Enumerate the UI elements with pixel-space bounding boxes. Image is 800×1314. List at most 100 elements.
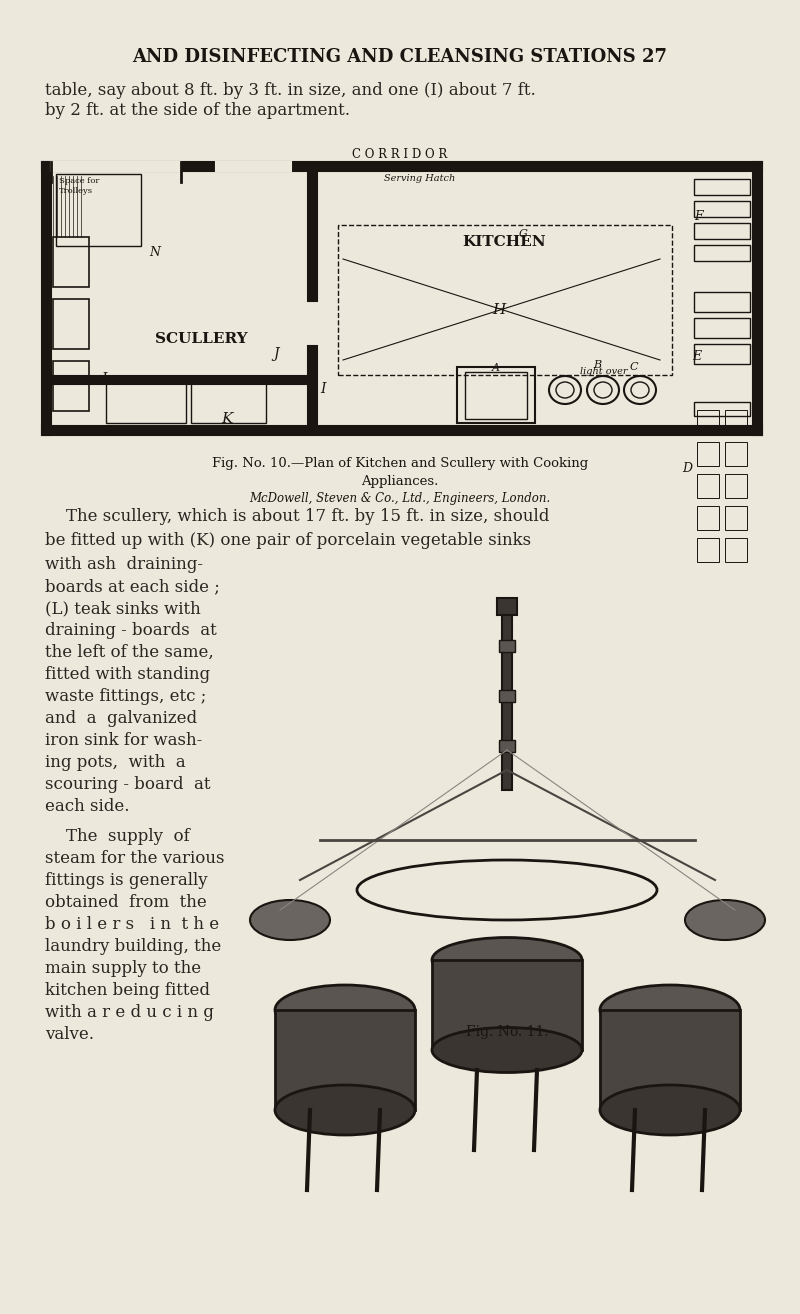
Text: steam for the various: steam for the various xyxy=(45,850,225,867)
Ellipse shape xyxy=(600,1085,740,1135)
Text: Space for
Trolleys: Space for Trolleys xyxy=(59,177,99,196)
Bar xyxy=(499,740,515,752)
Bar xyxy=(694,201,750,217)
Bar xyxy=(42,426,762,435)
Bar xyxy=(308,346,317,426)
Bar xyxy=(753,162,762,435)
Text: B: B xyxy=(593,360,601,371)
Bar xyxy=(497,598,517,615)
Ellipse shape xyxy=(275,986,415,1035)
Text: obtained  from  the: obtained from the xyxy=(45,894,206,911)
Text: SCULLERY: SCULLERY xyxy=(154,332,247,346)
Bar xyxy=(694,179,750,194)
Text: C O R R I D O R: C O R R I D O R xyxy=(352,148,448,162)
Bar xyxy=(216,162,291,171)
Text: McDowell, Steven & Co., Ltd., Engineers, London.: McDowell, Steven & Co., Ltd., Engineers,… xyxy=(250,491,550,505)
Ellipse shape xyxy=(685,900,765,940)
Bar xyxy=(260,590,755,1010)
Bar xyxy=(51,162,181,171)
Bar xyxy=(725,474,747,498)
Text: by 2 ft. at the side of the apartment.: by 2 ft. at the side of the apartment. xyxy=(45,102,350,120)
Text: main supply to the: main supply to the xyxy=(45,961,201,978)
Text: I: I xyxy=(320,382,326,396)
Bar xyxy=(697,474,719,498)
Text: and  a  galvanized: and a galvanized xyxy=(45,710,197,727)
Bar xyxy=(725,442,747,466)
Text: (L) teak sinks with: (L) teak sinks with xyxy=(45,600,201,618)
Text: E: E xyxy=(692,350,701,363)
Text: draining - boards  at: draining - boards at xyxy=(45,622,217,639)
Bar xyxy=(432,961,582,1050)
Bar xyxy=(42,162,762,171)
Text: K: K xyxy=(221,413,232,426)
Text: N: N xyxy=(149,246,160,259)
Bar xyxy=(499,640,515,652)
Bar xyxy=(106,378,186,423)
Text: kitchen being fitted: kitchen being fitted xyxy=(45,982,210,999)
Text: H: H xyxy=(492,304,506,317)
Text: valve.: valve. xyxy=(45,1026,94,1043)
Text: D: D xyxy=(682,463,692,474)
Ellipse shape xyxy=(250,900,330,940)
Text: Serving Hatch: Serving Hatch xyxy=(384,173,456,183)
Text: Fig. No. 11.: Fig. No. 11. xyxy=(466,1025,548,1039)
Bar xyxy=(694,344,750,364)
Bar xyxy=(697,410,719,434)
Text: table, say about 8 ft. by 3 ft. in size, and one (I) about 7 ft.: table, say about 8 ft. by 3 ft. in size,… xyxy=(45,81,536,99)
Ellipse shape xyxy=(275,1085,415,1135)
Bar xyxy=(191,378,266,423)
Bar xyxy=(42,162,51,435)
Bar xyxy=(53,300,89,350)
Bar xyxy=(53,237,89,286)
Bar xyxy=(694,244,750,261)
Bar xyxy=(694,292,750,311)
Bar xyxy=(697,442,719,466)
Text: C: C xyxy=(630,361,638,372)
Text: waste fittings, etc ;: waste fittings, etc ; xyxy=(45,689,206,706)
Bar xyxy=(697,537,719,562)
Text: Fig. No. 10.—Plan of Kitchen and Scullery with Cooking: Fig. No. 10.—Plan of Kitchen and Sculler… xyxy=(212,457,588,470)
Bar xyxy=(465,372,527,419)
Text: b o i l e r s   i n  t h e: b o i l e r s i n t h e xyxy=(45,916,219,933)
Ellipse shape xyxy=(432,937,582,983)
Text: F: F xyxy=(694,210,702,223)
Bar xyxy=(694,402,750,417)
Text: fitted with standing: fitted with standing xyxy=(45,666,210,683)
Ellipse shape xyxy=(432,1028,582,1072)
Bar xyxy=(499,690,515,702)
Bar xyxy=(338,225,672,374)
Bar xyxy=(725,506,747,530)
Text: with a r e d u c i n g: with a r e d u c i n g xyxy=(45,1004,214,1021)
Bar xyxy=(502,600,512,790)
Bar xyxy=(308,171,317,301)
Text: J: J xyxy=(273,347,278,361)
Text: G: G xyxy=(519,229,528,239)
Text: the left of the same,: the left of the same, xyxy=(45,644,214,661)
Bar xyxy=(725,537,747,562)
Bar xyxy=(600,1010,740,1110)
Text: A: A xyxy=(492,363,500,373)
Bar xyxy=(275,1010,415,1110)
Ellipse shape xyxy=(600,986,740,1035)
Text: scouring - board  at: scouring - board at xyxy=(45,777,210,794)
Bar xyxy=(694,223,750,239)
Text: KITCHEN: KITCHEN xyxy=(462,235,546,248)
Bar xyxy=(725,410,747,434)
Bar xyxy=(697,506,719,530)
Bar xyxy=(51,376,308,384)
Text: The  supply  of: The supply of xyxy=(45,828,190,845)
Text: with ash  draining-: with ash draining- xyxy=(45,556,203,573)
Bar xyxy=(56,173,141,246)
Text: AND DISINFECTING AND CLEANSING STATIONS 27: AND DISINFECTING AND CLEANSING STATIONS … xyxy=(133,49,667,66)
Bar xyxy=(457,367,535,423)
Text: The scullery, which is about 17 ft. by 15 ft. in size, should
be fitted up with : The scullery, which is about 17 ft. by 1… xyxy=(45,509,550,549)
Text: light over: light over xyxy=(580,367,627,376)
Text: ing pots,  with  a: ing pots, with a xyxy=(45,754,186,771)
Text: L: L xyxy=(101,372,110,386)
Text: fittings is generally: fittings is generally xyxy=(45,872,208,890)
Text: each side.: each side. xyxy=(45,798,130,815)
Text: laundry building, the: laundry building, the xyxy=(45,938,222,955)
Text: boards at each side ;: boards at each side ; xyxy=(45,578,220,595)
Text: iron sink for wash-: iron sink for wash- xyxy=(45,732,202,749)
Text: Appliances.: Appliances. xyxy=(362,474,438,487)
